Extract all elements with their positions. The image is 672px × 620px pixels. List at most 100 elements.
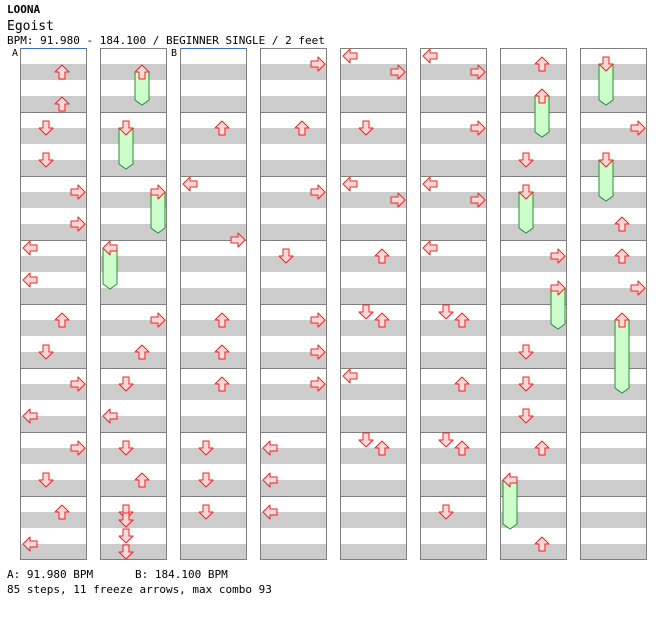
beat-band — [100, 416, 167, 432]
left-arrow-icon — [502, 472, 518, 488]
down-arrow-icon — [38, 120, 54, 136]
bpm-marker-b — [181, 48, 246, 49]
right-arrow-icon — [310, 312, 326, 328]
down-arrow-icon — [38, 344, 54, 360]
beat-band — [340, 224, 407, 240]
beat-band — [420, 320, 487, 336]
down-arrow-icon — [118, 544, 134, 560]
beat-band — [180, 384, 247, 400]
down-arrow-icon — [118, 528, 134, 544]
measure-line — [260, 304, 327, 305]
right-arrow-icon — [630, 120, 646, 136]
beat-band — [340, 192, 407, 208]
up-arrow-icon — [614, 312, 630, 328]
beat-band — [340, 160, 407, 176]
left-arrow-icon — [262, 440, 278, 456]
notes-layer — [598, 56, 646, 394]
beat-band — [420, 224, 487, 240]
bpm-b-legend: B: 184.100 BPM — [135, 568, 228, 581]
freeze-arrow-body — [614, 319, 630, 394]
beat-band — [580, 384, 647, 400]
up-arrow-icon — [134, 472, 150, 488]
down-arrow-icon — [118, 120, 134, 136]
column-border — [500, 48, 567, 560]
bpm-marker-b-label: B — [171, 48, 178, 59]
beat-band — [260, 96, 327, 112]
measure-line — [500, 176, 567, 177]
beat-band — [260, 384, 327, 400]
right-arrow-icon — [550, 248, 566, 264]
right-arrow-icon — [70, 440, 86, 456]
beat-band — [580, 544, 647, 560]
measure-line — [100, 304, 167, 305]
beat-band — [580, 288, 647, 304]
beat-band — [260, 64, 327, 80]
measure-line — [420, 496, 487, 497]
measure-line — [580, 496, 647, 497]
down-arrow-icon — [358, 304, 374, 320]
up-arrow-icon — [454, 312, 470, 328]
down-arrow-icon — [518, 152, 534, 168]
down-arrow-icon — [278, 248, 294, 264]
beat-band — [340, 256, 407, 272]
measure-line — [100, 432, 167, 433]
measure-line — [420, 368, 487, 369]
chart-column — [20, 48, 87, 560]
beat-band — [260, 416, 327, 432]
up-arrow-icon — [214, 376, 230, 392]
right-arrow-icon — [70, 216, 86, 232]
measure-line — [340, 496, 407, 497]
up-arrow-icon — [294, 120, 310, 136]
beat-band — [180, 64, 247, 80]
beat-band — [340, 128, 407, 144]
beat-band — [500, 224, 567, 240]
up-arrow-icon — [454, 440, 470, 456]
right-arrow-icon — [150, 312, 166, 328]
beat-band — [500, 448, 567, 464]
right-arrow-icon — [390, 192, 406, 208]
measure-line — [420, 240, 487, 241]
beat-band — [580, 128, 647, 144]
chart-column — [260, 48, 327, 560]
beat-band — [580, 512, 647, 528]
beat-band — [180, 512, 247, 528]
beat-band — [340, 384, 407, 400]
left-arrow-icon — [422, 48, 438, 64]
beat-band — [420, 192, 487, 208]
beat-band — [500, 96, 567, 112]
beat-band — [20, 416, 87, 432]
beat-band — [180, 224, 247, 240]
down-arrow-icon — [518, 184, 534, 200]
right-arrow-icon — [230, 232, 246, 248]
beat-band — [580, 480, 647, 496]
beat-band — [260, 320, 327, 336]
left-arrow-icon — [422, 176, 438, 192]
measure-line — [20, 368, 87, 369]
chart-column — [180, 48, 247, 560]
beat-band — [20, 192, 87, 208]
beat-band — [500, 288, 567, 304]
measure-line — [100, 240, 167, 241]
left-arrow-icon — [22, 536, 38, 552]
beat-band — [340, 512, 407, 528]
beat-band — [500, 128, 567, 144]
down-arrow-icon — [438, 304, 454, 320]
beat-band — [420, 96, 487, 112]
right-arrow-icon — [470, 64, 486, 80]
beat-band — [340, 480, 407, 496]
beat-band — [100, 192, 167, 208]
beat-band — [180, 448, 247, 464]
measure-line — [260, 368, 327, 369]
chart-column — [580, 48, 647, 560]
up-arrow-icon — [374, 248, 390, 264]
beat-band — [20, 320, 87, 336]
up-arrow-icon — [214, 120, 230, 136]
up-arrow-icon — [214, 312, 230, 328]
beat-band — [100, 160, 167, 176]
notes-layer — [422, 48, 486, 520]
measure-line — [260, 112, 327, 113]
beat-band — [180, 256, 247, 272]
left-arrow-icon — [102, 408, 118, 424]
beat-band — [500, 320, 567, 336]
beat-band — [180, 128, 247, 144]
